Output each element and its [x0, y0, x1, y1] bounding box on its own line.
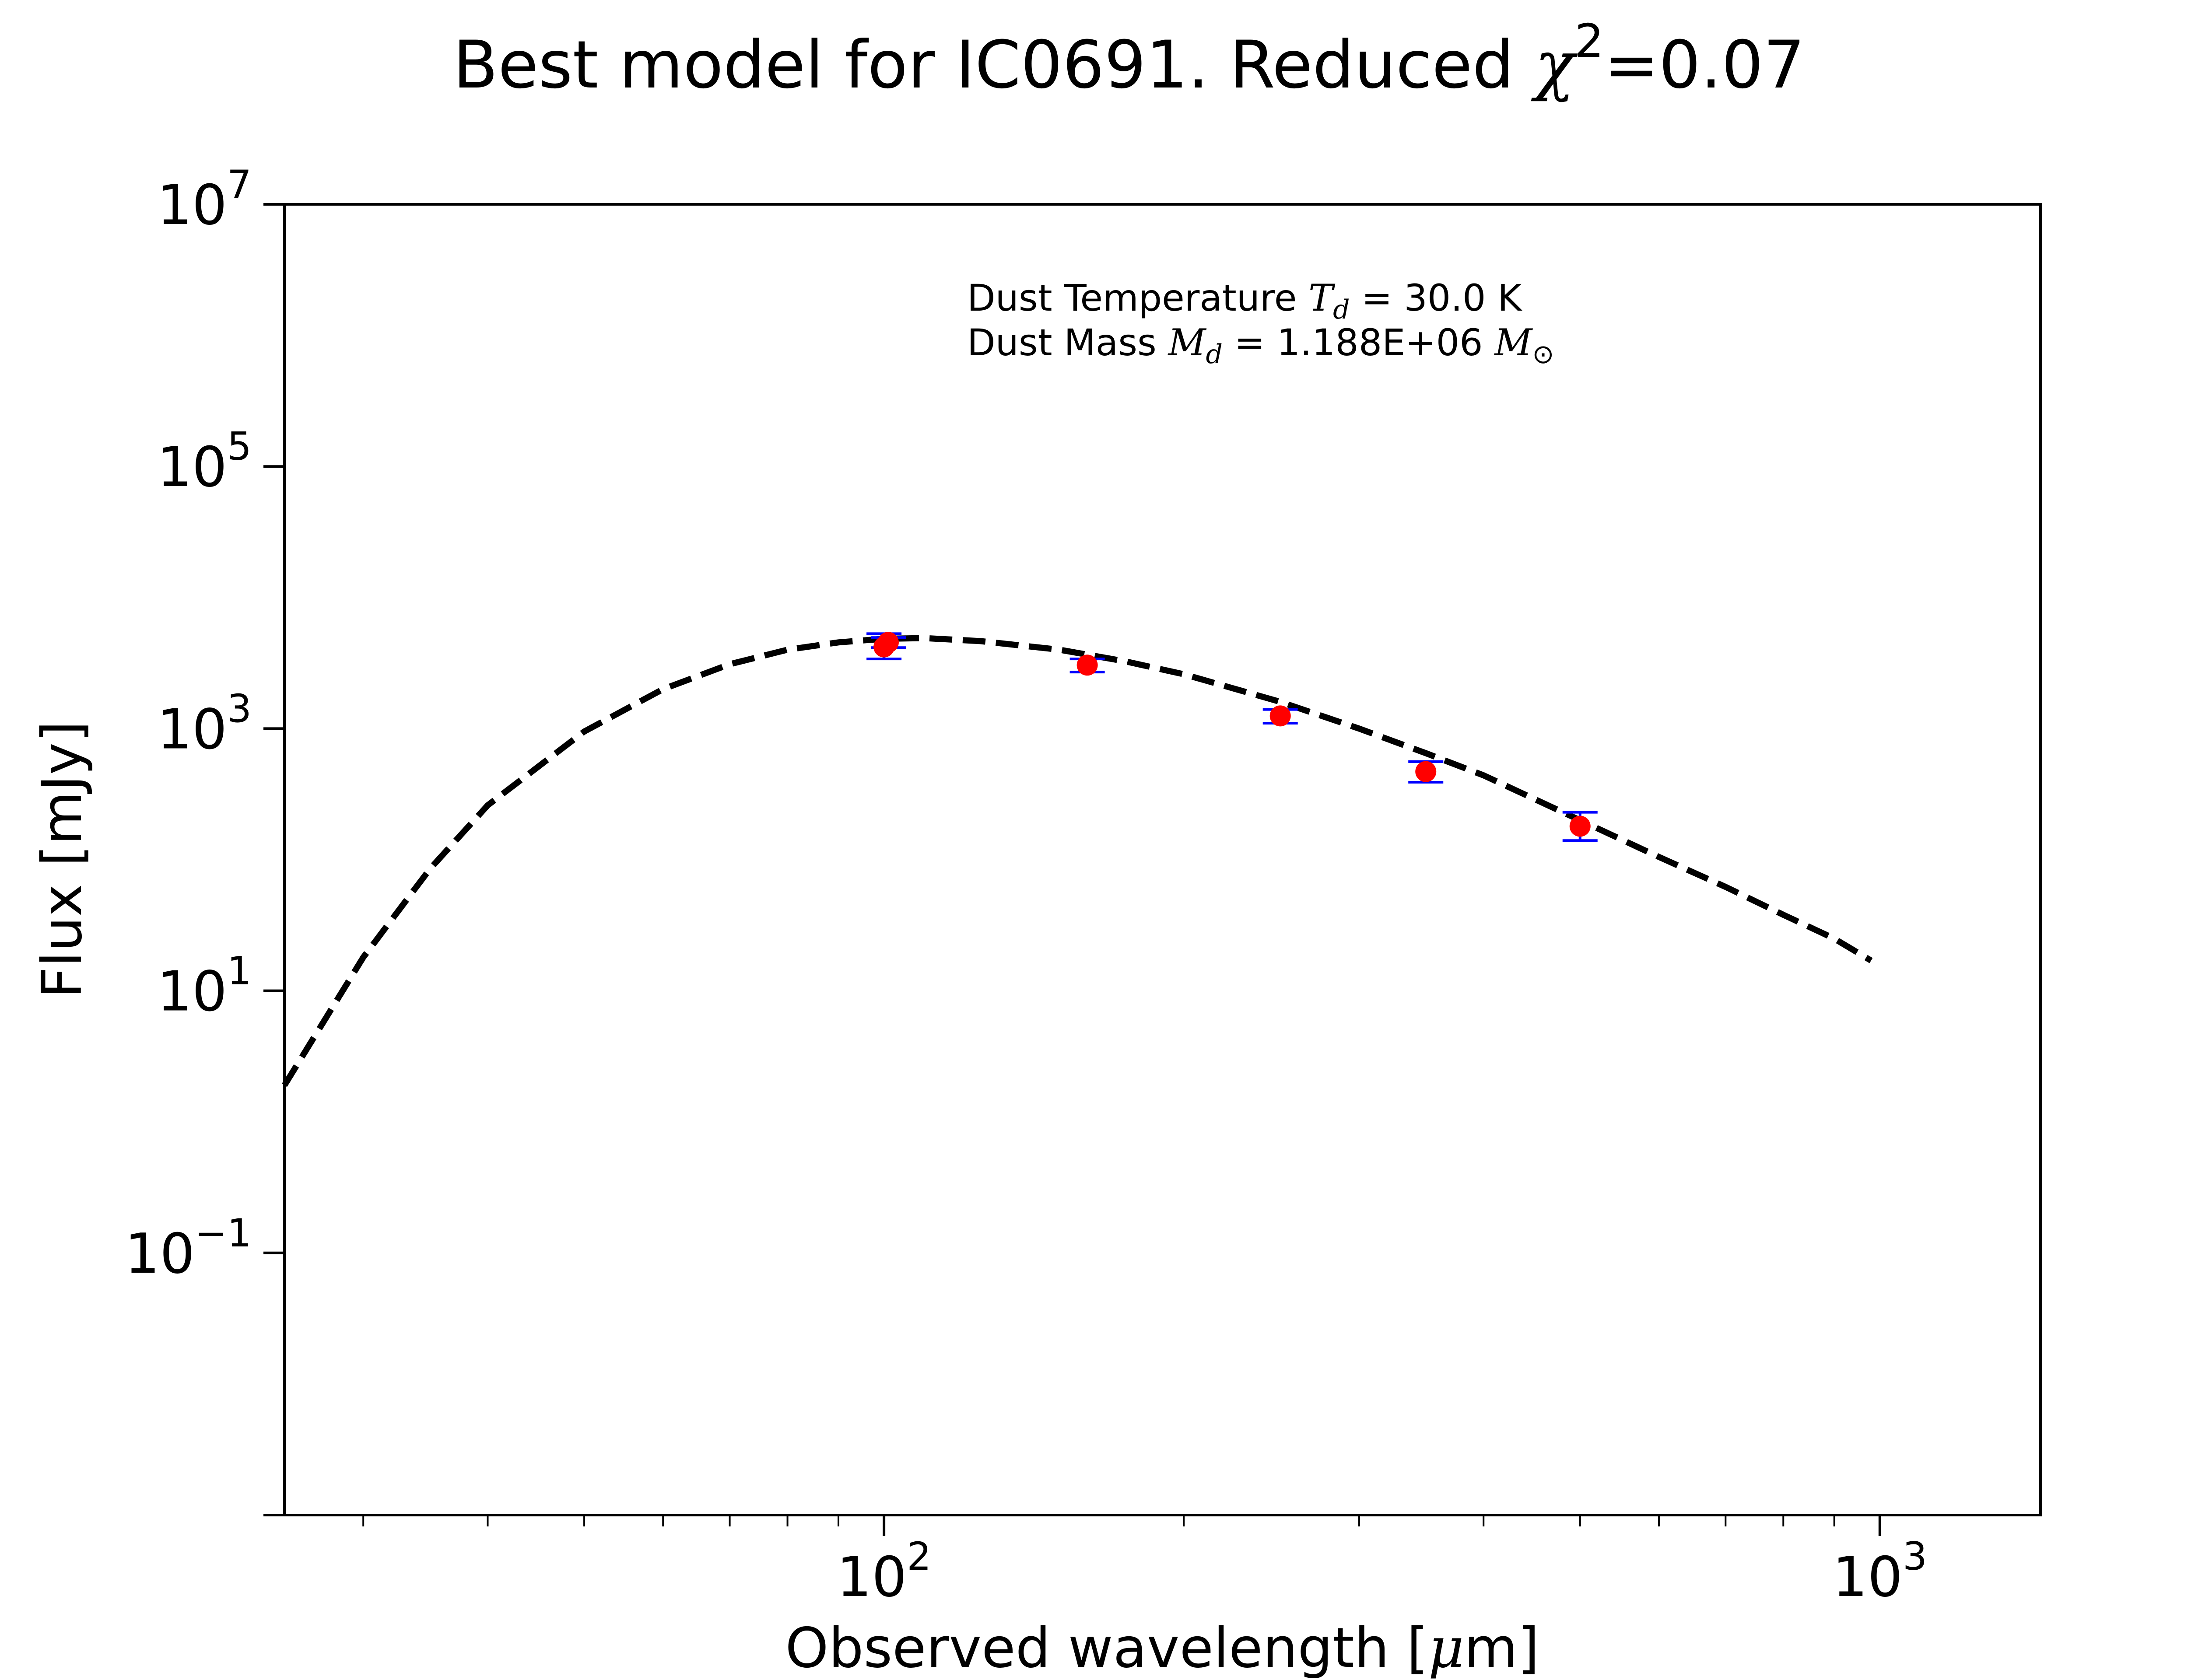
data-point [1569, 816, 1591, 837]
model-curve [282, 635, 1873, 1087]
data-point [1076, 654, 1098, 676]
x-tick-label: 103 [1833, 1534, 1927, 1609]
y-tick-label: 10−1 [125, 1211, 252, 1286]
chart-title: Best model for IC0691. Reduced χ2=0.07 [453, 14, 1805, 103]
y-tick-label: 103 [157, 686, 252, 761]
y-tick-label: 105 [157, 424, 252, 499]
annotation-mass: Dust Mass Md = 1.188E+06 M⊙ [967, 321, 1554, 370]
plot-area [283, 203, 2042, 1516]
x-axis-label: Observed wavelength [μm] [785, 1616, 1539, 1680]
model-curve-layer [282, 635, 1873, 1087]
data-point [877, 632, 899, 653]
data-point [1269, 705, 1291, 727]
y-axis-label: Flux [mJy] [30, 721, 94, 999]
y-tick-label: 101 [157, 948, 252, 1024]
x-tick-label: 102 [837, 1534, 931, 1609]
data-points-layer [866, 632, 1598, 842]
y-tick-label: 107 [157, 162, 252, 237]
data-point [1415, 761, 1437, 782]
annotation-temperature: Dust Temperature Td = 30.0 K [967, 276, 1522, 325]
axis-ticks: 102 103 107 105 103 101 10−1 [125, 162, 1927, 1609]
